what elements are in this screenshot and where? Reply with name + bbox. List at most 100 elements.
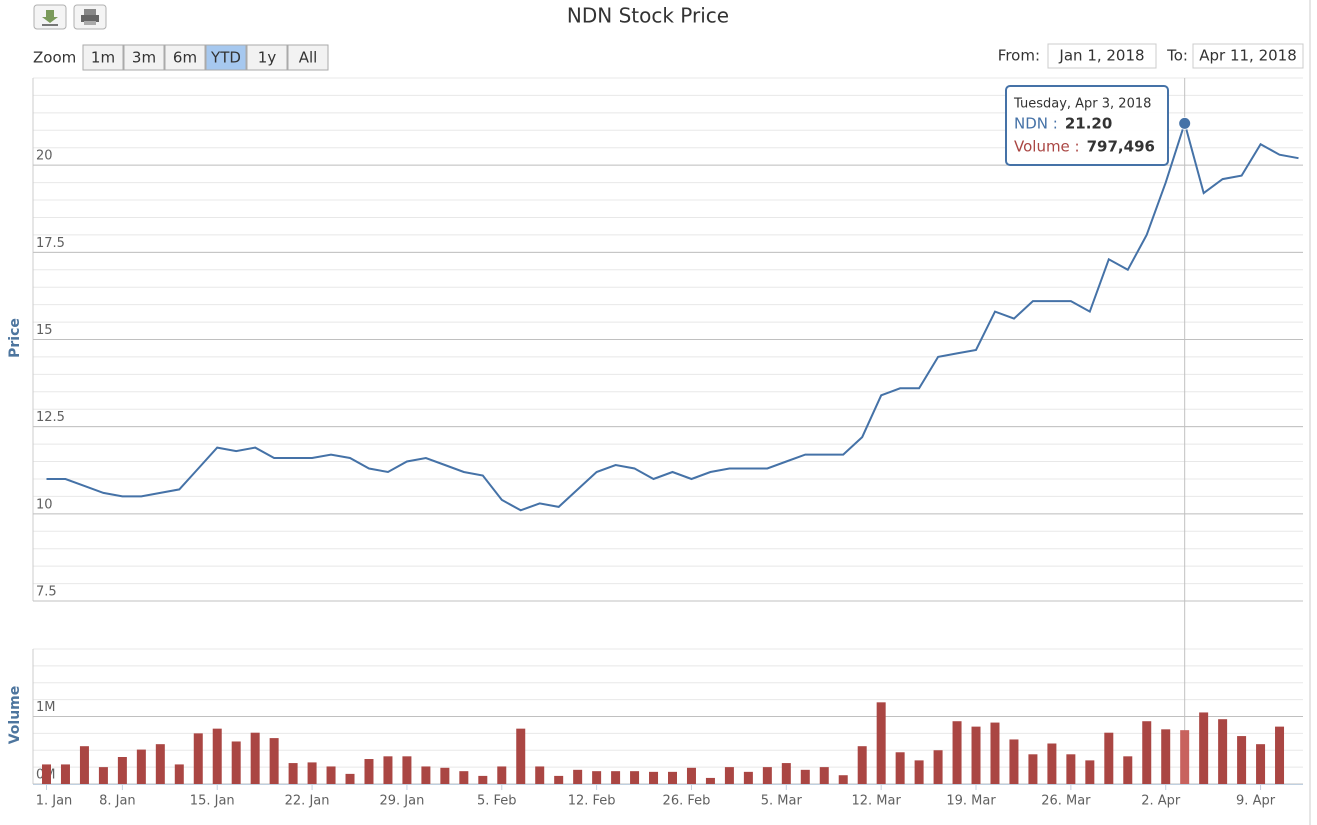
zoom-button[interactable]	[205, 44, 247, 71]
volume-bar	[895, 752, 905, 784]
volume-bar	[231, 741, 241, 784]
tooltip-value: 21.20	[1065, 115, 1112, 133]
volume-bar	[1237, 736, 1247, 784]
y-axis-title: Price	[7, 318, 23, 358]
volume-bar	[516, 728, 526, 784]
zoom-button[interactable]	[164, 44, 206, 71]
y-tick-label: 7.5	[36, 585, 57, 600]
tooltip-box	[1005, 85, 1169, 166]
volume-bar	[155, 744, 165, 784]
volume-bar	[478, 775, 488, 784]
x-tick-label: 5. Feb	[477, 794, 517, 809]
volume-bar	[705, 777, 715, 784]
volume-bar	[686, 767, 696, 784]
volume-bar	[212, 728, 222, 784]
tooltip-label: Volume :	[1014, 138, 1080, 156]
volume-bar	[326, 766, 336, 784]
tooltip-value: 797,496	[1087, 138, 1155, 156]
volume-bar	[535, 766, 545, 784]
x-tick-label: 12. Mar	[851, 794, 901, 809]
y-tick-label: 12.5	[36, 410, 65, 425]
x-tick-label: 26. Mar	[1041, 794, 1091, 809]
hover-marker	[1178, 116, 1192, 130]
x-tick-label: 26. Feb	[663, 794, 711, 809]
zoom-button[interactable]	[82, 44, 124, 71]
x-tick-label: 15. Jan	[190, 794, 235, 809]
x-tick-label: 22. Jan	[285, 794, 330, 809]
x-tick-label: 29. Jan	[379, 794, 424, 809]
x-tick-label: 8. Jan	[99, 794, 136, 809]
volume-bar	[819, 767, 829, 784]
y2-tick-label: 1M	[36, 700, 56, 715]
y-tick-label: 10	[36, 497, 53, 512]
zoom-button-label[interactable]: All	[299, 49, 318, 67]
volume-bar	[440, 767, 450, 784]
volume-bar	[307, 762, 317, 784]
volume-bar	[724, 767, 734, 784]
to-label: To:	[1166, 47, 1188, 65]
y2-axis-title: Volume	[7, 686, 23, 745]
volume-bar	[914, 760, 924, 784]
volume-bar	[952, 721, 962, 784]
volume-bar	[1199, 712, 1209, 784]
volume-bar	[497, 766, 507, 784]
volume-bar	[79, 746, 89, 784]
volume-bar	[421, 766, 431, 784]
volume-bar	[857, 746, 867, 784]
volume-bar	[117, 757, 127, 784]
volume-bar	[136, 749, 146, 784]
x-tick-label: 5. Mar	[761, 794, 803, 809]
volume-bar	[649, 771, 659, 784]
x-tick-label: 9. Apr	[1236, 794, 1276, 809]
print-button[interactable]	[73, 4, 107, 30]
zoom-button-label[interactable]: 6m	[173, 49, 197, 67]
volume-bar	[573, 769, 583, 784]
y-tick-label: 15	[36, 323, 53, 338]
volume-bar	[1256, 744, 1266, 784]
zoom-button-label[interactable]: 3m	[132, 49, 156, 67]
volume-bar	[838, 775, 848, 784]
download-button[interactable]	[33, 4, 67, 30]
volume-bar	[554, 775, 564, 784]
volume-bar	[1161, 729, 1171, 784]
volume-bar	[1047, 743, 1057, 784]
from-value[interactable]: Jan 1, 2018	[1058, 47, 1144, 65]
volume-bar	[174, 764, 184, 784]
from-label: From:	[998, 47, 1040, 65]
volume-bar	[1275, 726, 1285, 784]
y-tick-label: 17.5	[36, 236, 65, 251]
zoom-button[interactable]	[287, 44, 329, 71]
volume-bar	[762, 767, 772, 784]
price-line	[46, 119, 1299, 512]
to-value[interactable]: Apr 11, 2018	[1199, 47, 1297, 65]
volume-bar	[1028, 754, 1038, 784]
volume-bar	[592, 771, 602, 784]
zoom-button-label[interactable]: 1y	[258, 49, 277, 67]
volume-bar	[630, 771, 640, 784]
tooltip-header: Tuesday, Apr 3, 2018	[1013, 97, 1151, 112]
zoom-button-label[interactable]: YTD	[210, 49, 241, 67]
x-tick-label: 2. Apr	[1141, 794, 1181, 809]
volume-bar	[1066, 754, 1076, 784]
volume-bar	[1123, 756, 1133, 784]
volume-bar	[288, 763, 298, 784]
volume-bar	[800, 769, 810, 784]
zoom-button[interactable]	[123, 44, 165, 71]
volume-bar	[781, 763, 791, 784]
x-tick-label: 1. Jan	[36, 794, 73, 809]
zoom-button[interactable]	[246, 44, 288, 71]
to-input[interactable]	[1192, 43, 1304, 69]
zoom-button-label[interactable]: 1m	[91, 49, 115, 67]
volume-bar	[42, 764, 51, 784]
volume-bar	[971, 726, 981, 784]
zoom-label: Zoom	[33, 49, 76, 67]
volume-bar	[990, 722, 1000, 784]
volume-bar	[1009, 739, 1019, 784]
volume-bar	[876, 702, 886, 784]
volume-bar	[193, 733, 203, 784]
from-input[interactable]	[1047, 43, 1157, 69]
tooltip: Tuesday, Apr 3, 2018 NDN : 21.20 Volume : 79…	[1005, 85, 1169, 166]
volume-bar	[364, 759, 374, 784]
volume-bar	[1085, 760, 1095, 784]
